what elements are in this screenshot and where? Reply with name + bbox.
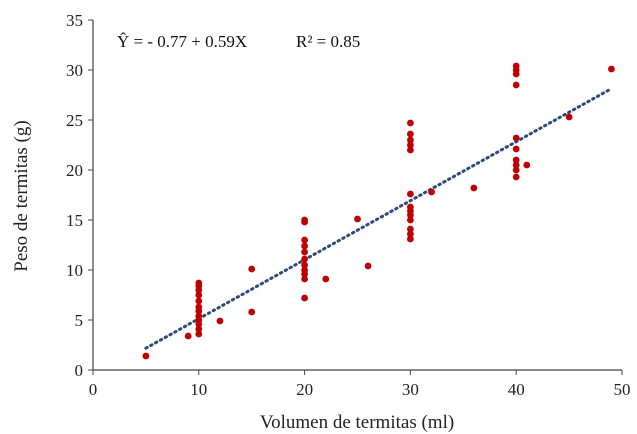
- data-point: [195, 325, 203, 333]
- data-point: [512, 134, 520, 142]
- data-point: [195, 330, 203, 338]
- data-point: [216, 317, 224, 325]
- trendline-layer: [144, 87, 613, 350]
- data-point: [184, 332, 192, 340]
- data-point: [512, 166, 520, 174]
- data-point: [407, 235, 414, 243]
- data-point: [428, 188, 435, 196]
- y-tick-label: 10: [66, 261, 83, 280]
- x-tick-label: 20: [296, 380, 313, 399]
- y-tick-label: 15: [66, 211, 83, 230]
- data-point: [407, 141, 414, 149]
- y-tick-label: 35: [66, 11, 83, 30]
- data-point: [142, 352, 150, 360]
- x-tick-label: 50: [614, 380, 631, 399]
- data-point: [301, 236, 308, 244]
- tick-labels-layer: 0 10 20 30 40 50 0 5 10 15 20 25 30 35: [66, 11, 631, 399]
- trendline: [144, 87, 613, 350]
- regression-equation: Ŷ = - 0.77 + 0.59X: [117, 32, 247, 51]
- data-point: [354, 215, 361, 223]
- data-point: [512, 156, 520, 164]
- y-tick-label: 25: [66, 111, 83, 130]
- data-point: [512, 62, 520, 70]
- axes-layer: [88, 19, 623, 375]
- data-point: [301, 255, 308, 263]
- data-point: [512, 161, 520, 169]
- data-point: [407, 146, 414, 154]
- data-point: [195, 279, 203, 287]
- y-tick-label: 20: [66, 161, 83, 180]
- data-point: [301, 266, 308, 274]
- x-tick-label: 30: [402, 380, 419, 399]
- data-point: [301, 294, 308, 302]
- data-point: [512, 81, 520, 89]
- data-point: [248, 265, 256, 273]
- data-point: [322, 275, 330, 283]
- y-tick-label: 5: [75, 311, 84, 330]
- data-point: [407, 136, 414, 144]
- data-point: [512, 173, 520, 181]
- data-point: [407, 216, 414, 224]
- data-point: [407, 203, 414, 211]
- x-axis-label: Volumen de termitas (ml): [260, 412, 454, 433]
- data-point: [301, 242, 308, 250]
- data-points-layer: [142, 62, 615, 360]
- data-point: [407, 190, 414, 198]
- r-squared-label: R² = 0.85: [296, 32, 360, 51]
- x-tick-label: 0: [89, 380, 98, 399]
- data-point: [407, 130, 414, 138]
- data-point: [195, 297, 203, 305]
- data-point: [364, 262, 372, 270]
- data-point: [195, 303, 203, 311]
- data-point: [301, 261, 308, 269]
- data-point: [248, 308, 256, 316]
- data-point: [407, 225, 414, 233]
- data-point: [301, 275, 308, 283]
- x-tick-label: 40: [508, 380, 525, 399]
- data-point: [523, 161, 531, 169]
- y-tick-label: 30: [66, 61, 83, 80]
- data-point: [608, 65, 615, 73]
- data-point: [301, 248, 308, 256]
- data-point: [565, 113, 573, 121]
- data-point: [512, 145, 520, 153]
- data-point: [470, 184, 478, 192]
- x-tick-label: 10: [190, 380, 207, 399]
- data-point: [301, 216, 308, 224]
- data-point: [195, 291, 203, 299]
- y-axis-label: Peso de termitas (g): [11, 120, 32, 271]
- data-point: [407, 230, 414, 238]
- data-point: [407, 119, 414, 127]
- y-tick-label: 0: [75, 361, 84, 380]
- data-point: [195, 312, 203, 320]
